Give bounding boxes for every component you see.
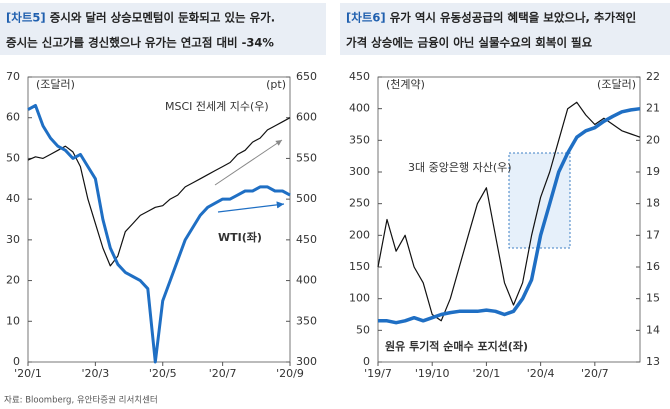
y-tick-label: 250	[349, 197, 370, 210]
y-tick-label: 40	[6, 192, 20, 205]
y2-tick-label: 350	[296, 314, 317, 327]
arrow	[217, 201, 285, 213]
y-tick-label: 0	[13, 355, 20, 368]
y-tick-label: 50	[6, 151, 20, 164]
x-tick-label: '20/1	[473, 367, 501, 380]
y-tick-label: 400	[349, 102, 370, 115]
series-line	[27, 117, 291, 267]
x-tick-label: '20/3	[82, 367, 110, 380]
y2-tick-label: 21	[646, 102, 660, 115]
chart-title: 증시는 신고가를 경신했으나 유가는 연고점 대비 -34%	[6, 36, 274, 50]
x-tick-label: '19/7	[364, 367, 392, 380]
y-tick-label: 50	[356, 323, 370, 336]
y2-tick-label: 600	[296, 111, 317, 124]
x-tick-label: '20/7	[581, 367, 609, 380]
y-tick-label: 10	[6, 314, 20, 327]
x-tick-label: '20/9	[276, 367, 304, 380]
y-tick-label: 450	[349, 70, 370, 83]
series-line	[377, 101, 641, 322]
y-tick-label: 350	[349, 133, 370, 146]
y2-unit: (pt)	[266, 78, 286, 91]
series-label: WTI(좌)	[218, 230, 262, 244]
y2-tick-label: 650	[296, 70, 317, 83]
source: 자료: Bloomberg, 유안타증권 리서치센터	[4, 395, 158, 406]
chart-title: 증시와 달러 상승모멘텀이 둔화되고 있는 유가.	[50, 11, 275, 25]
series-label: 원유 투기적 순매수 포지션(좌)	[385, 339, 528, 353]
header-box	[0, 3, 326, 55]
x-tick-label: '20/7	[209, 367, 237, 380]
chart-title: 가격 상승에는 금융이 아닌 실물수요의 회복이 필요	[346, 36, 593, 50]
y-tick-label: 200	[349, 228, 370, 241]
y-tick-label: 300	[349, 165, 370, 178]
plot-frame	[377, 76, 641, 363]
y-tick-label: 0	[363, 355, 370, 368]
series-line	[27, 104, 291, 364]
series-label: MSCI 전세계 지수(우)	[165, 100, 269, 113]
y2-unit: (조달러)	[597, 78, 636, 91]
arrow	[214, 139, 283, 186]
y-tick-label: 150	[349, 260, 370, 273]
y2-tick-label: 20	[646, 133, 660, 146]
y-tick-label: 30	[6, 233, 20, 246]
y2-tick-label: 15	[646, 292, 660, 305]
y2-tick-label: 22	[646, 70, 660, 83]
y-tick-label: 100	[349, 292, 370, 305]
x-tick-label: '20/4	[527, 367, 555, 380]
x-tick-label: '19/10	[415, 367, 450, 380]
chart-title: 유가 역시 유동성공급의 혜택을 보았으나, 추가적인	[390, 11, 637, 25]
y2-tick-label: 17	[646, 228, 660, 241]
chart-label: [차트6]	[346, 11, 386, 25]
y2-tick-label: 16	[646, 260, 660, 273]
y2-tick-label: 18	[646, 197, 660, 210]
y2-tick-label: 450	[296, 233, 317, 246]
y2-tick-label: 19	[646, 165, 660, 178]
y-unit: (천계약)	[386, 77, 425, 91]
x-tick-label: '20/5	[149, 367, 177, 380]
y2-tick-label: 550	[296, 151, 317, 164]
y-unit: (조달러)	[36, 78, 75, 91]
y-tick-label: 60	[6, 111, 20, 124]
series-label: 3대 중앙은행 자산(우)	[408, 161, 512, 174]
y-tick-label: 20	[6, 274, 20, 287]
series-line	[378, 106, 641, 325]
y2-tick-label: 13	[646, 355, 660, 368]
plot-frame	[27, 76, 291, 363]
header-box	[340, 3, 670, 55]
y2-tick-label: 500	[296, 192, 317, 205]
x-tick-label: '20/1	[14, 367, 42, 380]
y2-tick-label: 300	[296, 355, 317, 368]
y-tick-label: 70	[6, 70, 20, 83]
y2-tick-label: 14	[646, 323, 660, 336]
y2-tick-label: 400	[296, 274, 317, 287]
chart-label: [차트5]	[6, 11, 46, 25]
